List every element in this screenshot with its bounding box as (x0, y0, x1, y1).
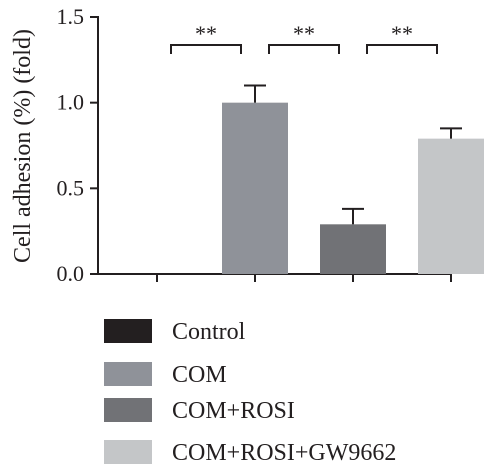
significance-label: ** (195, 21, 217, 46)
y-axis-title: Cell adhesion (%) (fold) (10, 29, 36, 263)
legend: Control COM COM+ROSI COM+ROSI+GW9662 (104, 319, 396, 466)
legend-swatch (104, 319, 152, 343)
legend-label: COM+ROSI (172, 398, 295, 424)
y-tick-label: 0.0 (57, 261, 85, 286)
legend-label: COM (172, 362, 227, 388)
legend-label: COM+ROSI+GW9662 (172, 440, 396, 466)
legend-swatch (104, 398, 152, 422)
y-tick-label: 0.5 (57, 175, 85, 200)
axes: 0.0 0.5 1.0 1.5 (57, 4, 452, 286)
legend-swatch (104, 440, 152, 464)
bar (222, 102, 288, 275)
significance-brackets: ** ** ** (170, 21, 438, 54)
significance-label: ** (391, 21, 413, 46)
y-tick-label: 1.0 (57, 90, 85, 115)
legend-swatch (104, 362, 152, 386)
significance-bracket (366, 44, 438, 54)
legend-label: Control (172, 319, 246, 345)
bar (418, 138, 484, 274)
significance-bracket (268, 44, 340, 54)
bars (222, 84, 484, 275)
significance-label: ** (293, 21, 315, 46)
bar (320, 224, 386, 274)
y-tick-label: 1.5 (57, 4, 85, 29)
significance-bracket (170, 44, 242, 54)
